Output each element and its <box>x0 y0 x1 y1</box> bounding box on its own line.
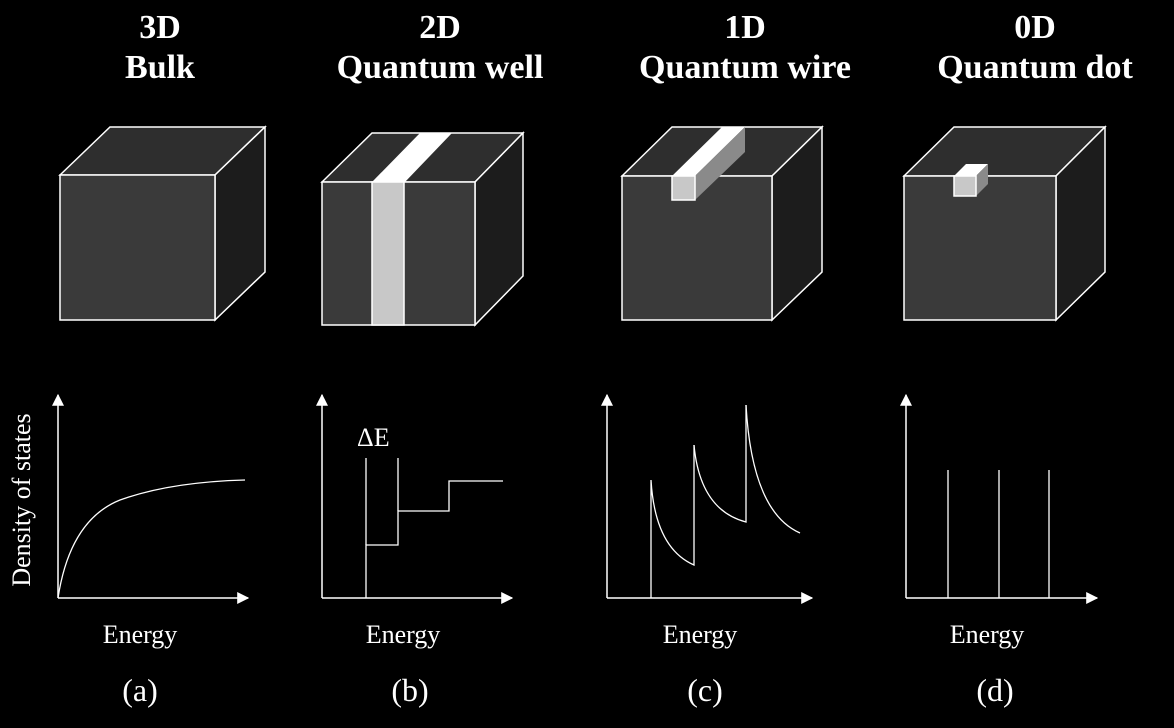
dimension-3d: 3D <box>139 9 181 46</box>
dimension-2d: 2D <box>419 9 461 46</box>
x-axis-label-c: Energy <box>662 620 738 649</box>
dot-front <box>953 175 977 197</box>
dimension-0d: 0D <box>1014 9 1056 46</box>
name-bulk: Bulk <box>125 49 195 86</box>
dimension-1d: 1D <box>724 9 766 46</box>
cube-quantum-wire <box>620 125 824 322</box>
dos-curve-bulk <box>57 479 246 599</box>
dot-side <box>976 164 988 196</box>
name-quantum-well: Quantum well <box>336 49 544 86</box>
dos-peak-3 <box>745 404 801 534</box>
wire-top <box>672 127 745 176</box>
well-layer-front <box>371 181 405 326</box>
cube-quantum-dot <box>902 125 1107 322</box>
title-0d: 0D Quantum dot <box>895 8 1174 88</box>
panel-label-b: (b) <box>391 672 429 708</box>
graph-quantum-wire <box>601 393 814 604</box>
y-axis-label: Density of states <box>7 413 36 587</box>
graph-quantum-dot <box>900 393 1099 604</box>
cube-quantum-well <box>320 131 525 327</box>
dos-staircase <box>365 480 503 598</box>
wire-side <box>695 127 745 200</box>
dos-peak-2 <box>693 405 747 523</box>
x-axis-label-b: Energy <box>365 620 441 649</box>
well-layer-top <box>372 133 452 182</box>
panel-label-d: (d) <box>976 672 1014 708</box>
title-1d: 1D Quantum wire <box>595 8 895 88</box>
dot-top <box>954 164 988 176</box>
wire-end <box>671 175 696 201</box>
graph-bulk <box>52 393 250 604</box>
x-axis-label-d: Energy <box>949 620 1025 649</box>
name-quantum-dot: Quantum dot <box>937 49 1133 86</box>
panel-label-c: (c) <box>687 672 723 708</box>
delta-e-label: ΔE <box>357 423 390 452</box>
panel-label-a: (a) <box>122 672 158 708</box>
graph-quantum-well <box>316 393 514 604</box>
name-quantum-wire: Quantum wire <box>639 49 851 86</box>
cube-bulk <box>58 125 267 322</box>
dos-peak-1 <box>650 445 695 598</box>
title-2d: 2D Quantum well <box>295 8 585 88</box>
title-3d: 3D Bulk <box>60 8 260 88</box>
x-axis-label-a: Energy <box>102 620 178 649</box>
